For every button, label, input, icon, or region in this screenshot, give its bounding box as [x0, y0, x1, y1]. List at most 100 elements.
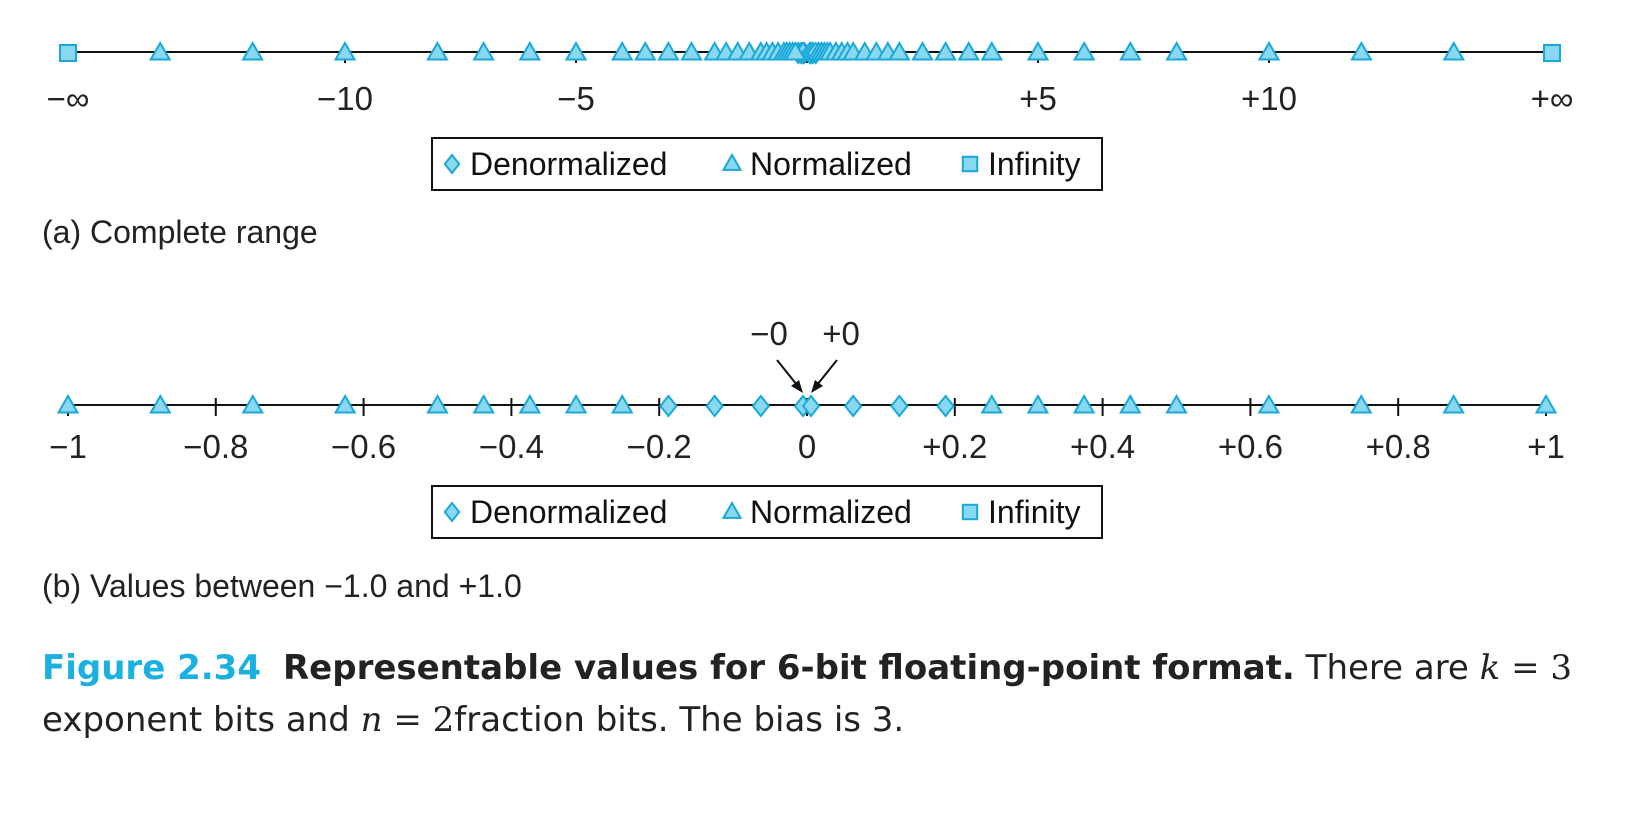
caption-text-2: exponent bits and: [42, 700, 350, 740]
normalized-point: [1026, 393, 1050, 414]
figure-number: Figure 2.34: [42, 648, 261, 688]
denormalized-point: [705, 394, 724, 418]
normalized-point: [564, 40, 588, 61]
normalized-point: [333, 393, 357, 414]
normalized-point: [472, 393, 495, 414]
denormalized-legend-marker: [443, 153, 461, 175]
normalized-point: [888, 40, 911, 61]
legend: Denormalized Normalized Infinity: [431, 485, 1103, 539]
normalized-point: [1165, 40, 1188, 61]
tick-label: −∞: [47, 80, 90, 117]
normalized-point: [1534, 393, 1558, 414]
legend-label: Denormalized: [470, 146, 667, 182]
denormalized-point: [751, 394, 771, 418]
panel-b-number-line: −1 −0.8 −0.6 −0.4 −0.2 0 +0.2 +0.4 +0.6 +0.8 +1 −0 +…: [49, 315, 1565, 539]
infinity-point: [1543, 44, 1561, 62]
tick-label: +0.8: [1366, 428, 1431, 465]
legend-box: [431, 137, 1103, 191]
normalized-point: [1257, 393, 1281, 414]
normalized-point: [1257, 40, 1281, 61]
figure-title: Representable values for 6-bit floating-…: [282, 648, 1295, 688]
caption-n-equation: n = 2: [361, 700, 455, 740]
normalized-point: [610, 40, 634, 61]
caption-k-equation: k = 3: [1480, 648, 1572, 688]
normalized-point: [784, 40, 807, 61]
legend-label: Normalized: [750, 494, 912, 530]
tick-label: 0: [798, 80, 816, 117]
tick-label: +10: [1241, 80, 1297, 117]
tick-label: −0.6: [331, 428, 396, 465]
tick-label: 0: [798, 428, 816, 465]
tick-label: −0.8: [183, 428, 248, 465]
panel-a-caption: (a) Complete range: [42, 214, 318, 250]
normalized-point: [680, 40, 703, 61]
tick-label: +0.6: [1218, 428, 1283, 465]
normalized-point: [1350, 40, 1373, 61]
normalized-point: [1165, 393, 1188, 414]
normalized-point: [148, 40, 172, 61]
normalized-point: [1072, 393, 1096, 414]
legend-label: Normalized: [750, 146, 912, 182]
tick-label: −10: [317, 80, 373, 117]
panel-b-caption: (b) Values between −1.0 and +1.0: [42, 568, 522, 604]
denormalized-point: [659, 394, 678, 418]
normalized-point: [518, 40, 542, 61]
caption-text-1: There are: [1305, 648, 1469, 688]
normalized-point: [1119, 40, 1142, 61]
normalized-legend-marker: [721, 500, 743, 519]
tick-label: +5: [1019, 80, 1057, 117]
normalized-point: [1442, 393, 1465, 414]
infinity-legend-marker: [961, 155, 979, 173]
normalized-point: [426, 393, 449, 414]
tick-label: +0.4: [1070, 428, 1135, 465]
legend-label: Denormalized: [470, 494, 667, 530]
normalized-point: [241, 393, 264, 414]
caption-n-var: n: [360, 700, 383, 740]
denormalized-point: [890, 394, 909, 418]
infinity-point: [59, 44, 77, 62]
normalized-legend-marker: [721, 152, 743, 171]
figure-caption: Figure 2.34 Representable values for 6-bi…: [42, 642, 1622, 746]
normalized-point: [333, 40, 357, 61]
legend-box: [431, 485, 1103, 539]
legend-label: Infinity: [988, 146, 1080, 182]
tick-label: −0.2: [627, 428, 692, 465]
caption-text-3: fraction bits. The bias is 3.: [454, 700, 905, 740]
figure-svg: −∞ −10 −5 0 +5 +10 +∞Denormalized Normalized Inf…: [47, 40, 1573, 539]
tick-label: +1: [1527, 428, 1565, 465]
arrow-head: [811, 380, 823, 393]
normalized-point: [1119, 393, 1142, 414]
minus-zero-label: −0: [750, 315, 788, 352]
normalized-point: [980, 40, 1004, 61]
caption-n-eq: = 2: [382, 700, 455, 740]
normalized-point: [1442, 40, 1466, 61]
denormalized-legend-marker: [443, 501, 461, 523]
normalized-point: [564, 393, 588, 414]
legend-label: Infinity: [988, 494, 1080, 530]
tick-label: −0.4: [479, 428, 544, 465]
normalized-point: [149, 393, 172, 414]
normalized-point: [634, 40, 657, 61]
normalized-point: [518, 393, 542, 414]
denormalized-point: [936, 394, 955, 418]
normalized-point: [1026, 40, 1050, 61]
denormalized-point: [801, 394, 821, 418]
caption-k-var: k: [1479, 648, 1501, 688]
normalized-point: [1350, 393, 1373, 414]
legend: Denormalized Normalized Infinity: [431, 137, 1103, 191]
normalized-point: [56, 393, 80, 414]
normalized-point: [980, 393, 1003, 414]
infinity-legend-marker: [961, 503, 979, 521]
normalized-point: [472, 40, 495, 61]
arrow-head: [791, 380, 803, 393]
normalized-point: [911, 40, 934, 61]
plus-zero-label: +0: [822, 315, 860, 352]
denormalized-point: [843, 394, 863, 418]
tick-label: −1: [49, 428, 87, 465]
caption-k-eq: = 3: [1500, 648, 1573, 688]
normalized-point: [957, 40, 980, 61]
tick-label: +0.2: [922, 428, 987, 465]
panel-a-number-line: −∞ −10 −5 0 +5 +10 +∞ Denormalized Normalized Inf…: [47, 40, 1573, 191]
normalized-point: [426, 40, 449, 61]
normalized-point: [611, 393, 634, 414]
